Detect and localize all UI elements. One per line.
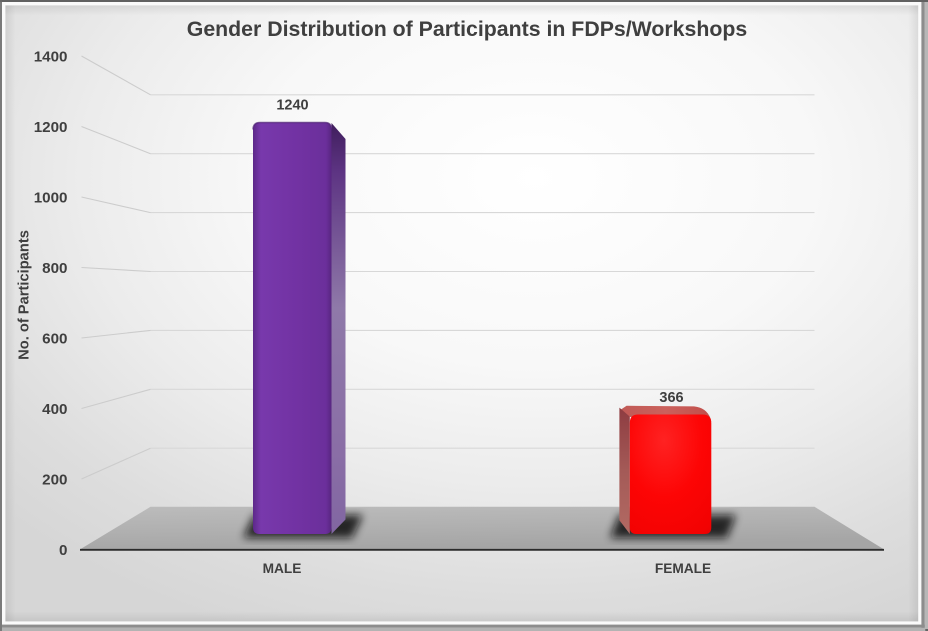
svg-text:600: 600 [42,331,67,348]
svg-text:1000: 1000 [34,190,68,207]
svg-text:MALE: MALE [263,561,302,576]
svg-text:FEMALE: FEMALE [655,561,711,576]
svg-text:Gender Distribution of Partici: Gender Distribution of Participants in F… [187,17,748,41]
svg-text:1200: 1200 [34,119,68,136]
svg-text:400: 400 [42,401,67,418]
svg-text:0: 0 [59,542,67,559]
svg-text:1400: 1400 [34,49,68,66]
svg-text:1240: 1240 [276,97,308,113]
svg-text:200: 200 [42,472,67,489]
svg-text:366: 366 [659,390,683,406]
svg-text:800: 800 [42,260,67,277]
svg-text:No. of Participants: No. of Participants [17,230,33,360]
